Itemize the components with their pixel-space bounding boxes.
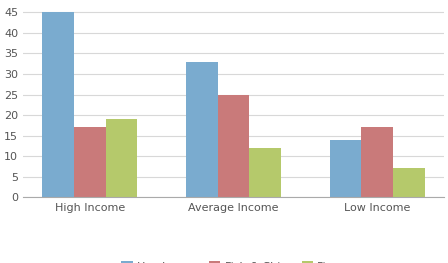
Bar <box>393 169 425 197</box>
Bar <box>249 148 281 197</box>
Bar <box>74 127 106 197</box>
Bar <box>330 140 362 197</box>
Bar <box>362 127 393 197</box>
Legend: Hamburger, Fish & Chips, Pizza: Hamburger, Fish & Chips, Pizza <box>117 257 350 263</box>
Bar <box>42 12 74 197</box>
Bar <box>186 62 218 197</box>
Bar <box>106 119 137 197</box>
Bar <box>218 94 249 197</box>
